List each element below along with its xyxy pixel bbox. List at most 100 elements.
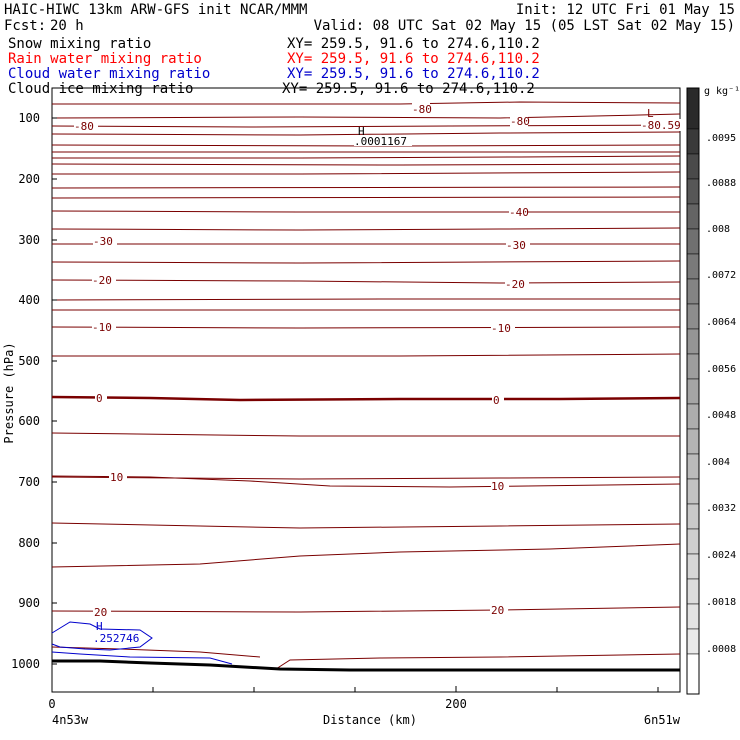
temperature-contour	[52, 353, 681, 357]
field-rain-xy: XY= 259.5, 91.6 to 274.6,110.2	[287, 51, 540, 67]
temperature-contour	[52, 155, 681, 159]
y-axis-title: Pressure (hPa)	[2, 342, 16, 443]
freezing-level-contour	[51, 395, 681, 402]
x-axis-right-endpoint: 6n51w	[644, 713, 681, 727]
y-tick-label: 100	[18, 111, 40, 125]
temperature-contour	[52, 101, 681, 105]
x-axis: 0 200 Distance (km) 4n53w 6n51w	[48, 686, 681, 727]
field-cloudice-xy: XY= 259.5, 91.6 to 274.6,110.2	[282, 81, 535, 97]
contour-label: -10	[92, 321, 116, 334]
y-tick-label: 800	[18, 536, 40, 550]
colorbar-bin	[686, 628, 700, 655]
colorbar-bin	[686, 478, 700, 505]
colorbar-bin	[686, 453, 700, 480]
temperature-contour	[51, 227, 681, 231]
temperature-contour	[51, 279, 681, 284]
contour-label: -20	[505, 278, 529, 291]
contour-label-text: -40	[509, 206, 529, 219]
colorbar-bin	[686, 653, 700, 695]
colorbar-bin	[686, 603, 700, 630]
colorbar-units: g kg⁻¹	[704, 86, 740, 97]
contour-label: 20	[93, 606, 111, 619]
contour-label-text: 0	[493, 394, 500, 407]
temperature-contour	[51, 131, 681, 136]
temperature-contour	[51, 522, 681, 529]
x-tick-label: 0	[48, 697, 55, 711]
temperature-contour	[51, 326, 681, 329]
colorbar-bin	[686, 578, 700, 605]
contour-label: -80	[510, 115, 530, 128]
y-tick-label: 600	[18, 414, 40, 428]
contour-label: -30	[506, 239, 530, 252]
temperature-contour	[51, 432, 680, 437]
y-tick-label: 500	[18, 354, 40, 368]
temperature-contour	[51, 210, 680, 213]
y-tick-label: 300	[18, 233, 40, 247]
colorbar-label: .0048	[706, 410, 736, 421]
temperature-contour	[51, 260, 681, 264]
contour-label: 10	[109, 471, 127, 484]
terrain-surface	[52, 659, 680, 672]
init-time: Init: 12 UTC Fri 01 May 15	[516, 2, 735, 18]
colorbar-frame	[686, 87, 700, 695]
header: HAIC-HIWC 13km ARW-GFS init NCAR/MMM Ini…	[4, 2, 735, 34]
temperature-contour	[52, 171, 681, 175]
contour-label-text: .252746	[93, 632, 139, 645]
colorbar-label: .0088	[706, 178, 736, 189]
temperature-contour	[51, 113, 681, 119]
colorbar-bin	[686, 328, 700, 355]
contour-label: 10	[491, 480, 509, 493]
cloud-water-contour	[51, 621, 153, 651]
field-snow-name: Snow mixing ratio	[8, 36, 151, 52]
contour-label: -80.59	[641, 119, 681, 132]
contour-label: -10	[491, 322, 515, 335]
temperature-contour	[275, 653, 681, 670]
colorbar-label: .0072	[706, 270, 736, 281]
x-tick-label: 200	[445, 697, 467, 711]
colorbar-bin	[686, 503, 700, 530]
temperature-contour	[51, 475, 681, 488]
contour-labels: -80 -80 -80 L -80.59 H .0001167 -40 -30	[74, 103, 681, 645]
field-legend: Snow mixing ratio XY= 259.5, 91.6 to 274…	[8, 36, 540, 97]
temperature-contours	[51, 101, 681, 670]
contour-label-text: 0	[96, 392, 103, 405]
field-cloudwater-xy: XY= 259.5, 91.6 to 274.6,110.2	[287, 66, 540, 82]
contour-label-text: -80.59	[641, 119, 681, 132]
colorbar-bin	[686, 253, 700, 280]
contour-label-text: -10	[92, 321, 112, 334]
contour-label-text: -20	[505, 278, 525, 291]
y-tick-label: 900	[18, 596, 40, 610]
cloud-water-contour	[51, 651, 233, 665]
contour-label: .252746	[92, 632, 139, 645]
colorbar: g kg⁻¹ .0095 .0088 .008 .0072 .0064 .005…	[686, 86, 740, 695]
contour-label-text: H	[358, 125, 365, 138]
colorbar-label: .008	[706, 224, 730, 235]
y-tick-label: 400	[18, 293, 40, 307]
contour-label: -40	[509, 206, 529, 219]
y-tick-label: 700	[18, 475, 40, 489]
contour-label-text: H	[96, 620, 103, 633]
contour-label-text: -30	[506, 239, 526, 252]
colorbar-bin	[686, 353, 700, 380]
temperature-contour	[51, 606, 681, 613]
y-axis: 100 200 300 400 500 600 700 800 900 1000…	[2, 111, 57, 671]
colorbar-bin	[686, 303, 700, 330]
colorbar-bin	[686, 428, 700, 455]
contour-label: -30	[93, 235, 117, 248]
contour-label: -80	[412, 103, 432, 116]
contour-label-text: -10	[491, 322, 511, 335]
field-rain-name: Rain water mixing ratio	[8, 51, 202, 67]
valid-time: Valid: 08 UTC Sat 02 May 15 (05 LST Sat …	[314, 18, 735, 34]
contour-label-text: 20	[94, 606, 107, 619]
colorbar-bin	[686, 278, 700, 305]
colorbar-label: .0008	[706, 644, 736, 655]
contour-label: -80	[74, 120, 98, 133]
colorbar-label: .0064	[706, 317, 736, 328]
plot-frame	[51, 87, 681, 693]
contour-label-text: 20	[491, 604, 504, 617]
contour-label-text: -80	[74, 120, 94, 133]
colorbar-label: .0056	[706, 364, 736, 375]
contour-label-text: 10	[491, 480, 504, 493]
contour-label-text: -20	[92, 274, 112, 287]
